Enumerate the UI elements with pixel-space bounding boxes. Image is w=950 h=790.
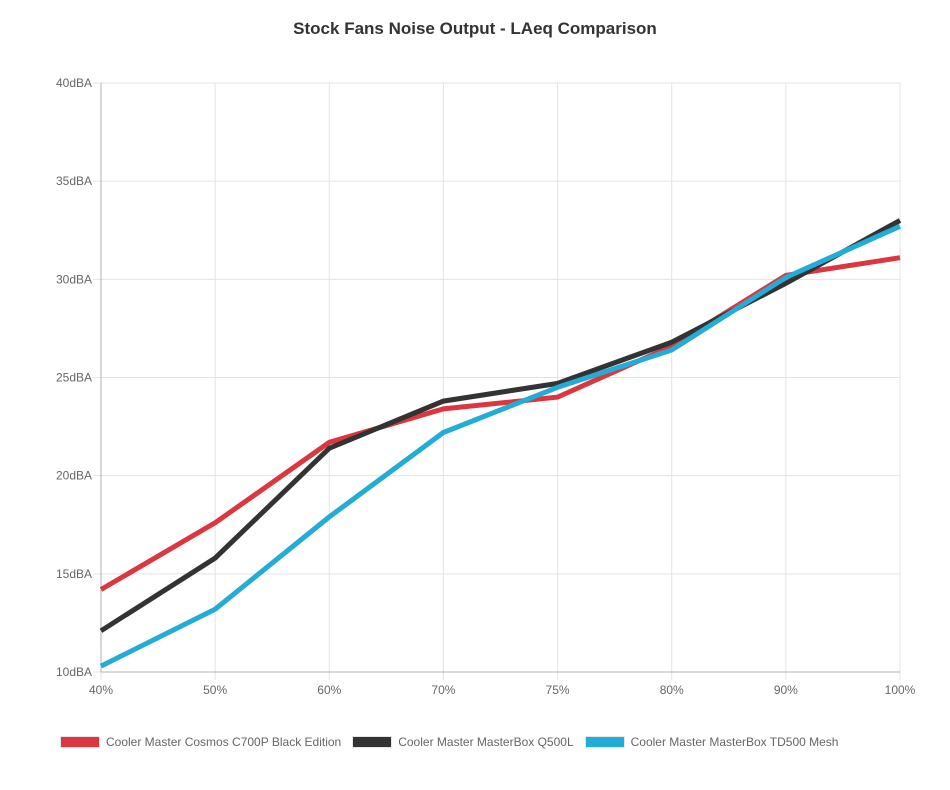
x-tick-label: 90% — [774, 683, 798, 697]
x-tick-label: 100% — [885, 683, 916, 697]
legend-label: Cooler Master MasterBox TD500 Mesh — [630, 735, 839, 749]
chart-title: Stock Fans Noise Output - LAeq Compariso… — [293, 19, 657, 38]
legend-item-3[interactable]: Cooler Master MasterBox TD500 Mesh — [584, 735, 839, 749]
legend: Cooler Master Cosmos C700P Black Edition… — [60, 735, 849, 749]
legend-item-2[interactable]: Cooler Master MasterBox Q500L — [352, 735, 574, 749]
y-tick-label: 20dBA — [56, 469, 92, 483]
x-tick-label: 75% — [546, 683, 570, 697]
x-tick-label: 70% — [431, 683, 455, 697]
legend-swatch — [352, 736, 393, 748]
x-tick-label: 60% — [317, 683, 341, 697]
y-tick-label: 40dBA — [56, 76, 92, 90]
series-line-1 — [99, 255, 901, 592]
series-line-2 — [99, 218, 902, 633]
y-tick-label: 25dBA — [56, 371, 92, 385]
x-tick-label: 40% — [89, 683, 113, 697]
y-tick-label: 15dBA — [56, 567, 92, 581]
legend-label: Cooler Master Cosmos C700P Black Edition — [106, 735, 342, 749]
axes — [100, 83, 900, 673]
tick-labels: 10dBA 15dBA 20dBA 25dBA 30dBA 35dBA 40dBA 40% 50… — [56, 76, 916, 697]
legend-swatch — [584, 736, 625, 748]
y-tick-label: 35dBA — [56, 174, 92, 188]
legend-item-1[interactable]: Cooler Master Cosmos C700P Black Edition — [60, 735, 341, 749]
x-tick-label: 80% — [660, 683, 684, 697]
legend-swatch — [60, 736, 100, 748]
series-lines — [99, 218, 902, 669]
series-line-3 — [99, 224, 902, 669]
legend-label: Cooler Master MasterBox Q500L — [398, 735, 574, 749]
grid — [93, 82, 901, 680]
x-tick-label: 50% — [203, 683, 227, 697]
y-tick-label: 10dBA — [56, 665, 92, 679]
y-tick-label: 30dBA — [56, 272, 92, 286]
